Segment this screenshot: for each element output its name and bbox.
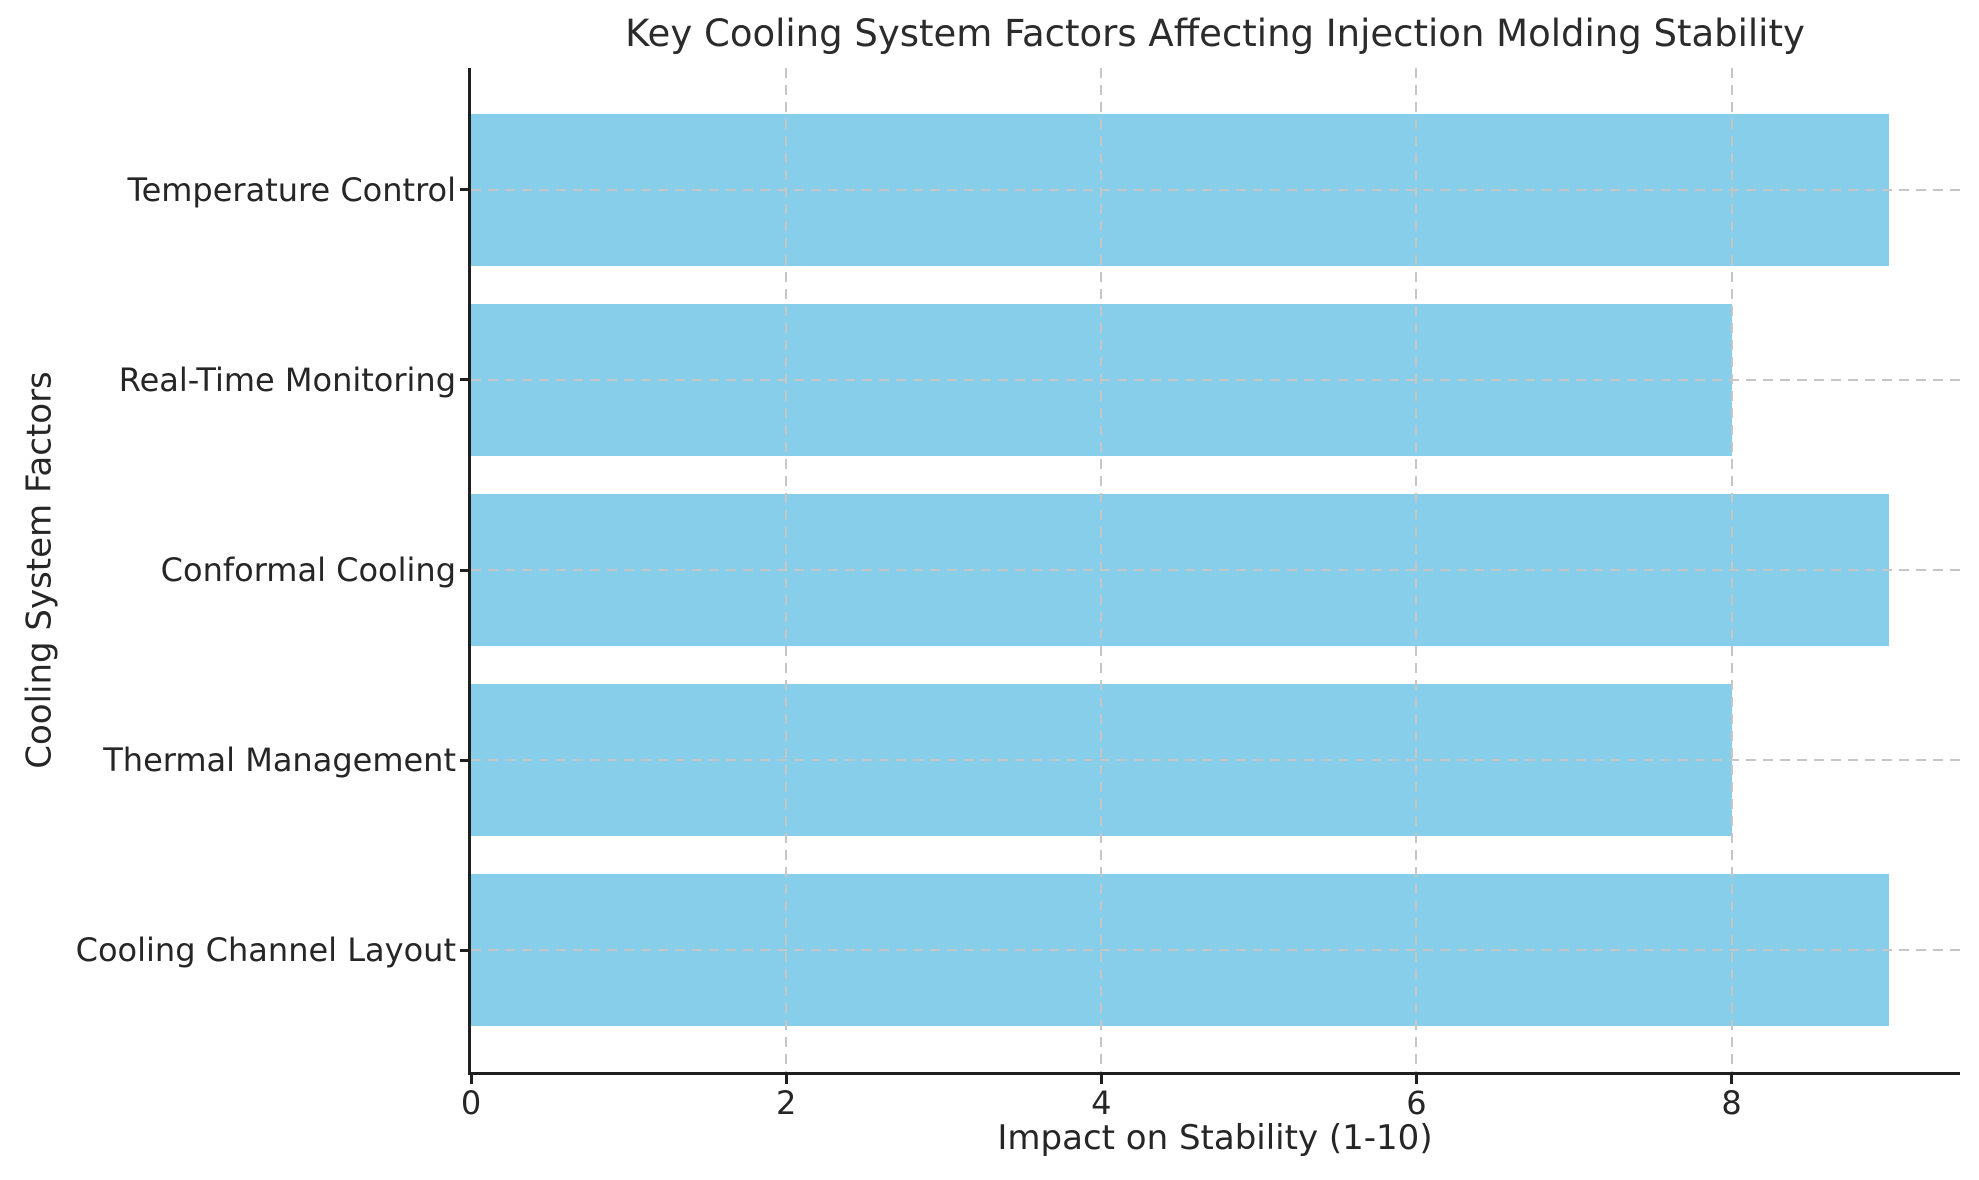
grid-layer [471, 68, 1960, 1072]
y-axis-spine [468, 68, 471, 1075]
y-tick-mark [460, 948, 468, 952]
category-label: Thermal Management [103, 740, 456, 779]
y-tick-mark [460, 378, 468, 382]
category-label: Real-Time Monitoring [118, 360, 456, 399]
horizontal-gridline [471, 188, 1960, 191]
category-label: Conformal Cooling [160, 550, 456, 589]
y-tick-mark [460, 188, 468, 192]
x-axis-label: Impact on Stability (1-10) [997, 1118, 1433, 1158]
x-tick-label: 4 [1091, 1084, 1112, 1122]
chart-title: Key Cooling System Factors Affecting Inj… [625, 12, 1805, 55]
x-tick-mark [784, 1075, 788, 1084]
y-tick-mark [460, 758, 468, 762]
horizontal-gridline [471, 949, 1960, 952]
y-tick-mark [460, 568, 468, 572]
x-tick-label: 0 [460, 1084, 482, 1122]
horizontal-gridline [471, 378, 1960, 381]
category-label: Temperature Control [127, 170, 456, 209]
x-tick-label: 8 [1721, 1084, 1742, 1122]
x-tick-mark [1414, 1075, 1418, 1084]
x-tick-label: 6 [1406, 1084, 1427, 1122]
y-axis-label: Cooling System Factors [19, 371, 60, 769]
horizontal-gridline [471, 569, 1960, 571]
x-tick-label: 2 [775, 1084, 797, 1122]
vertical-gridline [1415, 68, 1418, 1072]
plot-area [471, 68, 1960, 1072]
category-label: Cooling Channel Layout [75, 931, 456, 970]
vertical-gridline [1100, 68, 1103, 1072]
x-axis-spine [468, 1072, 1960, 1075]
vertical-gridline [785, 68, 788, 1072]
x-tick-mark [1099, 1075, 1103, 1084]
horizontal-gridline [471, 759, 1960, 762]
x-tick-mark [469, 1075, 473, 1084]
vertical-gridline [1730, 68, 1733, 1072]
x-tick-mark [1730, 1075, 1734, 1084]
